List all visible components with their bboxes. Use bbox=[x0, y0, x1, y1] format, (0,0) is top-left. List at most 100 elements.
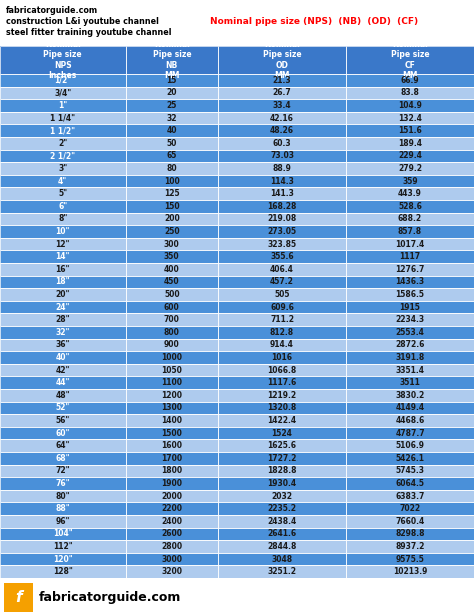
Text: 16": 16" bbox=[55, 265, 70, 274]
Bar bbox=[126, 200, 218, 213]
Bar bbox=[346, 213, 474, 225]
Text: 132.4: 132.4 bbox=[398, 113, 422, 123]
Bar bbox=[218, 540, 346, 553]
Bar bbox=[346, 301, 474, 313]
Bar bbox=[126, 515, 218, 528]
Text: 24": 24" bbox=[55, 303, 70, 311]
Bar bbox=[346, 477, 474, 490]
Text: 1727.2: 1727.2 bbox=[267, 454, 297, 463]
Text: 609.6: 609.6 bbox=[270, 303, 294, 311]
Bar bbox=[0, 175, 126, 188]
Bar bbox=[126, 465, 218, 477]
Bar bbox=[218, 465, 346, 477]
Bar bbox=[218, 263, 346, 276]
Bar bbox=[218, 200, 346, 213]
Text: 300: 300 bbox=[164, 240, 180, 249]
Text: 355.6: 355.6 bbox=[270, 252, 294, 261]
Text: 1117: 1117 bbox=[400, 252, 420, 261]
Bar bbox=[126, 440, 218, 452]
Bar bbox=[218, 490, 346, 503]
Bar bbox=[0, 250, 126, 263]
Text: 6": 6" bbox=[58, 202, 67, 211]
Bar bbox=[346, 86, 474, 99]
Bar bbox=[126, 528, 218, 540]
Text: 104": 104" bbox=[53, 530, 73, 538]
Text: 1700: 1700 bbox=[161, 454, 182, 463]
Text: 7022: 7022 bbox=[400, 504, 420, 513]
Bar bbox=[346, 465, 474, 477]
Bar bbox=[0, 515, 126, 528]
Text: 20": 20" bbox=[55, 290, 70, 299]
Bar bbox=[126, 477, 218, 490]
Text: 914.4: 914.4 bbox=[270, 340, 294, 349]
Bar bbox=[218, 175, 346, 188]
Bar bbox=[346, 515, 474, 528]
Bar bbox=[0, 528, 126, 540]
Text: 68": 68" bbox=[55, 454, 70, 463]
Text: 800: 800 bbox=[164, 328, 180, 337]
Bar bbox=[0, 477, 126, 490]
Bar bbox=[218, 276, 346, 288]
Bar bbox=[346, 490, 474, 503]
Bar bbox=[218, 74, 346, 86]
Bar bbox=[346, 46, 474, 74]
Text: 48": 48" bbox=[55, 391, 70, 400]
Bar bbox=[0, 402, 126, 414]
Bar bbox=[126, 99, 218, 112]
Text: 2": 2" bbox=[58, 139, 67, 148]
Text: 1436.3: 1436.3 bbox=[395, 278, 425, 286]
Text: Nominal
Pipe size
NB
MM: Nominal Pipe size NB MM bbox=[153, 40, 191, 80]
Text: 2235.2: 2235.2 bbox=[267, 504, 297, 513]
Bar bbox=[126, 250, 218, 263]
Bar bbox=[126, 490, 218, 503]
Bar bbox=[218, 351, 346, 364]
Bar bbox=[0, 338, 126, 351]
Bar bbox=[4, 583, 33, 612]
Bar bbox=[346, 124, 474, 137]
Bar bbox=[346, 250, 474, 263]
Bar bbox=[126, 565, 218, 578]
Bar bbox=[218, 124, 346, 137]
Bar bbox=[0, 376, 126, 389]
Bar bbox=[126, 376, 218, 389]
Bar bbox=[126, 86, 218, 99]
Text: 125: 125 bbox=[164, 189, 180, 198]
Bar bbox=[346, 427, 474, 440]
Bar bbox=[0, 427, 126, 440]
Text: 50: 50 bbox=[167, 139, 177, 148]
Bar bbox=[126, 175, 218, 188]
Bar bbox=[126, 553, 218, 565]
Text: Nominal
Pipe size
OD
MM: Nominal Pipe size OD MM bbox=[263, 40, 301, 80]
Text: 2234.3: 2234.3 bbox=[395, 315, 425, 324]
Bar bbox=[346, 188, 474, 200]
Text: 12": 12" bbox=[55, 240, 70, 249]
Bar bbox=[346, 503, 474, 515]
Bar bbox=[126, 313, 218, 326]
Text: 151.6: 151.6 bbox=[398, 126, 422, 135]
Bar bbox=[346, 200, 474, 213]
Bar bbox=[0, 364, 126, 376]
Text: 36": 36" bbox=[55, 340, 70, 349]
Text: 21.3: 21.3 bbox=[273, 76, 292, 85]
Text: 14": 14" bbox=[55, 252, 70, 261]
Bar bbox=[0, 540, 126, 553]
Bar bbox=[126, 188, 218, 200]
Text: 48.26: 48.26 bbox=[270, 126, 294, 135]
Text: 5426.1: 5426.1 bbox=[395, 454, 425, 463]
Bar bbox=[346, 288, 474, 301]
Bar bbox=[346, 276, 474, 288]
Text: 3191.8: 3191.8 bbox=[395, 353, 425, 362]
Bar bbox=[346, 137, 474, 150]
Text: 2438.4: 2438.4 bbox=[267, 517, 297, 526]
Text: 4": 4" bbox=[58, 177, 67, 186]
Bar bbox=[126, 364, 218, 376]
Text: construction L&i youtube channel: construction L&i youtube channel bbox=[6, 17, 159, 26]
Text: 120": 120" bbox=[53, 555, 73, 563]
Bar bbox=[218, 250, 346, 263]
Text: 200: 200 bbox=[164, 215, 180, 223]
Bar bbox=[346, 389, 474, 402]
Bar bbox=[218, 188, 346, 200]
Bar bbox=[0, 465, 126, 477]
Text: 2032: 2032 bbox=[272, 492, 292, 501]
Text: 20: 20 bbox=[166, 88, 177, 97]
